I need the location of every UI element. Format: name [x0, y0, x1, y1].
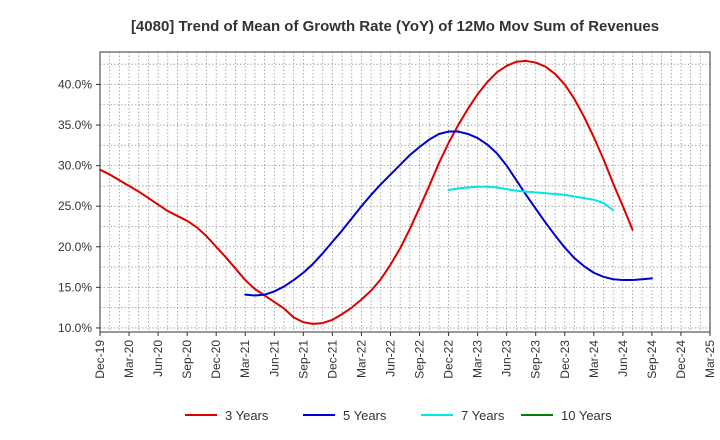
series-line-3-years [99, 59, 634, 325]
y-tick-label: 15.0% [58, 280, 92, 294]
x-tick-label: Jun-23 [500, 340, 514, 377]
x-tick-label: Mar-22 [354, 340, 368, 378]
x-tick-label: Jun-21 [267, 340, 281, 377]
x-tick-label: Mar-20 [122, 340, 136, 378]
x-tick-label: Dec-24 [674, 340, 688, 379]
y-tick-label: 35.0% [58, 118, 92, 132]
x-tick-label: Mar-24 [587, 340, 601, 378]
x-tick-label: Sep-20 [180, 340, 194, 379]
x-tick-label: Sep-23 [529, 340, 543, 379]
legend-label-5-years: 5 Years [343, 408, 387, 423]
y-tick-label: 10.0% [58, 321, 92, 335]
legend-label-3-years: 3 Years [225, 408, 269, 423]
x-tick-label: Sep-24 [645, 340, 659, 379]
legend-label-7-years: 7 Years [461, 408, 505, 423]
series-line-7-years [447, 185, 615, 212]
x-axis: Dec-19 Mar-20 Jun-20 Sep-20 Dec-20 Mar-21 Jun-… [93, 332, 717, 379]
y-tick-label: 25.0% [58, 199, 92, 213]
x-tick-label: Mar-21 [238, 340, 252, 378]
x-tick-label: Dec-20 [209, 340, 223, 379]
series-lines [99, 59, 653, 325]
series-line-5-years [244, 130, 653, 297]
x-tick-label: Sep-21 [296, 340, 310, 379]
y-tick-label: 30.0% [58, 159, 92, 173]
x-tick-label: Jun-22 [383, 340, 397, 377]
y-tick-label: 20.0% [58, 240, 92, 254]
x-tick-label: Dec-22 [442, 340, 456, 379]
chart-title: [4080] Trend of Mean of Growth Rate (YoY… [131, 18, 659, 35]
x-tick-label: Dec-19 [93, 340, 107, 379]
x-tick-label: Dec-23 [558, 340, 572, 379]
x-tick-label: Sep-22 [413, 340, 427, 379]
grid [99, 52, 711, 332]
y-axis: 10.0% 15.0% 20.0% 25.0% 30.0% 35.0% 40.0% [58, 77, 100, 335]
x-tick-label: Mar-25 [703, 340, 717, 378]
x-tick-label: Jun-24 [616, 340, 630, 377]
legend-label-10-years: 10 Years [561, 408, 612, 423]
x-tick-label: Dec-21 [325, 340, 339, 379]
legend: 3 Years 5 Years 7 Years 10 Years [185, 408, 612, 423]
x-tick-label: Mar-23 [471, 340, 485, 378]
x-tick-label: Jun-20 [151, 340, 165, 377]
plot-frame [99, 51, 711, 333]
y-tick-label: 40.0% [58, 77, 92, 91]
